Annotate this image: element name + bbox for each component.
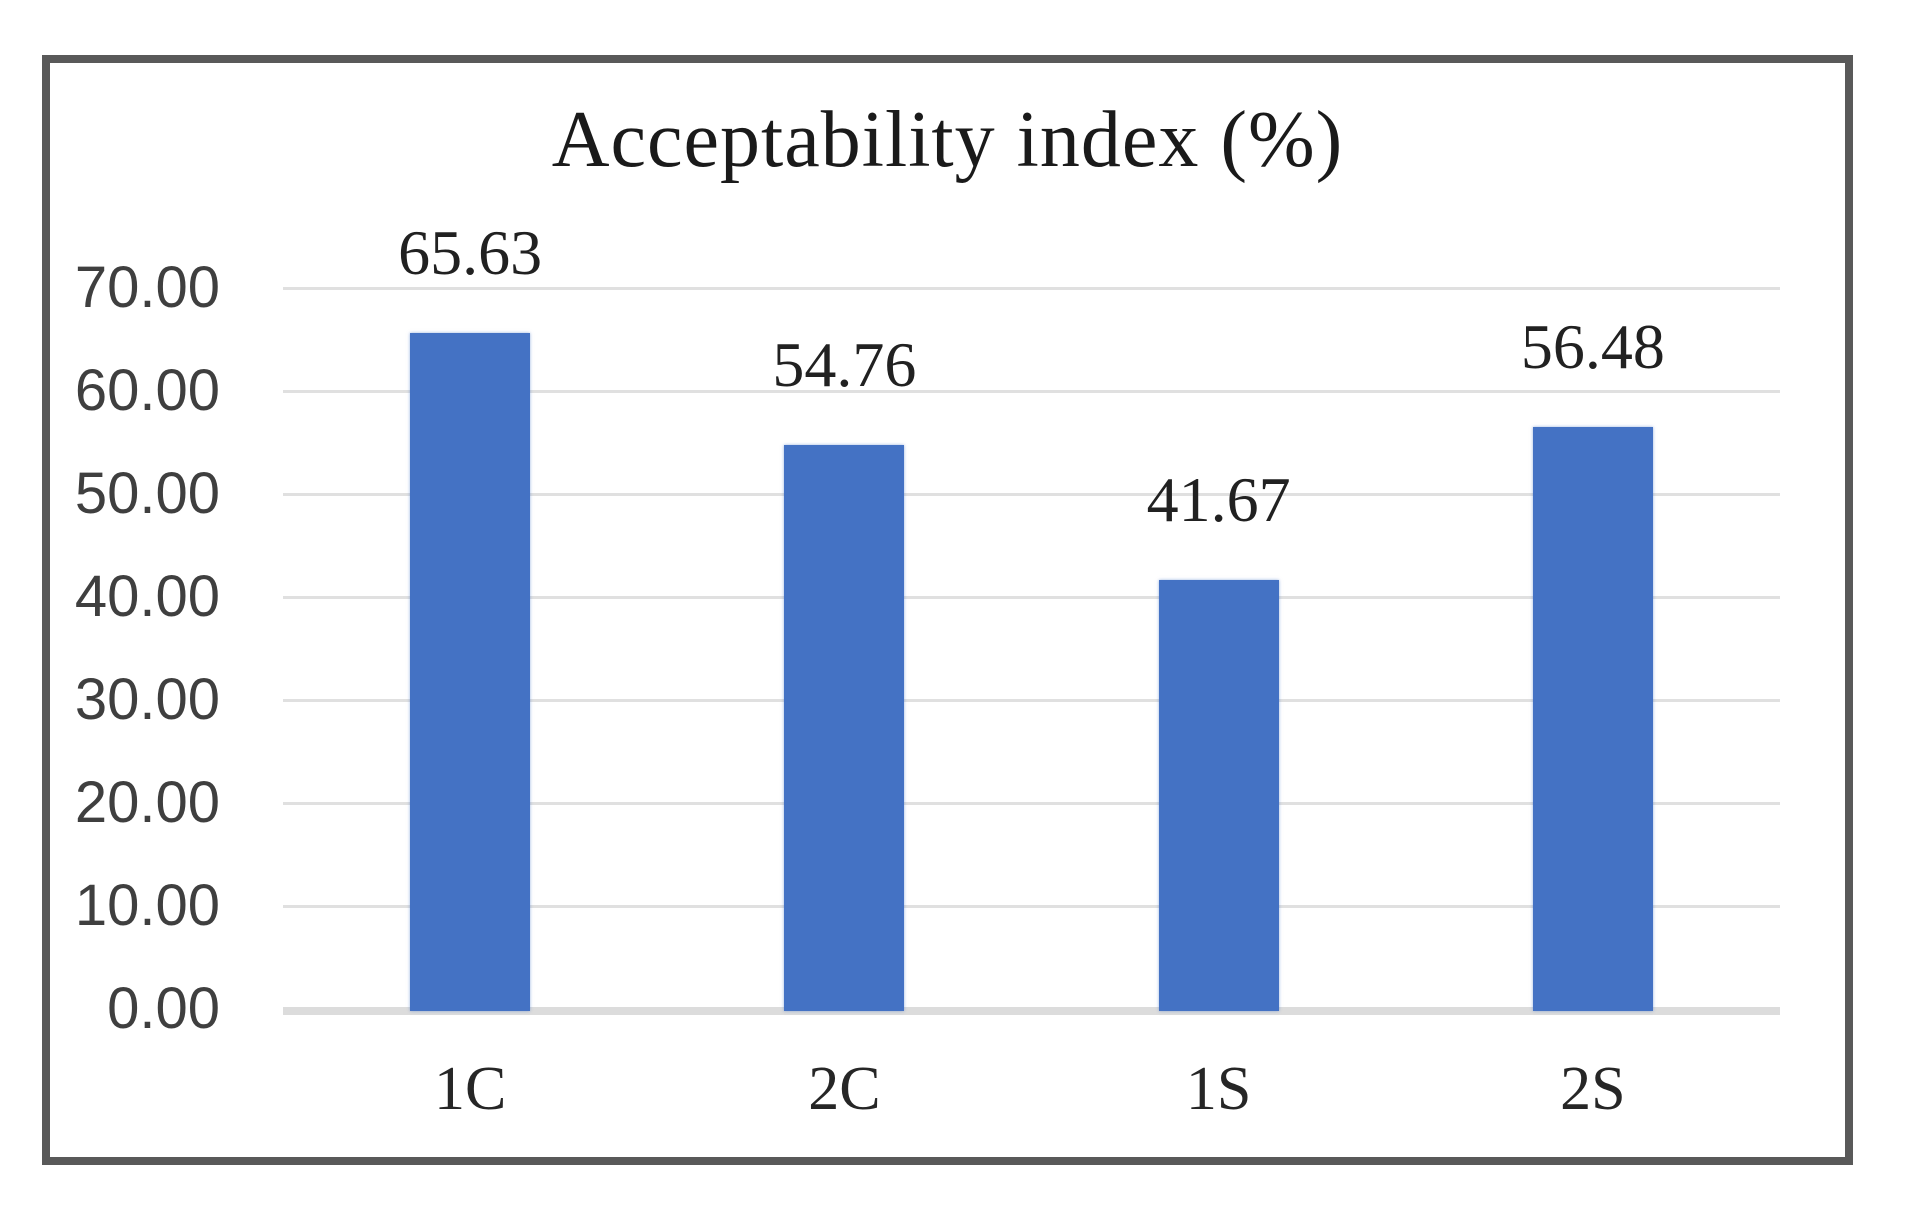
bar-value-label: 54.76 xyxy=(772,328,917,400)
x-axis-category-label: 1S xyxy=(1185,1055,1252,1123)
y-axis-tick-label: 20.00 xyxy=(74,770,220,835)
y-axis-tick-label: 50.00 xyxy=(74,461,220,526)
bar-2S xyxy=(1532,427,1653,1011)
y-gridline xyxy=(283,596,1780,599)
x-axis-line xyxy=(283,1007,1780,1015)
bar-1S xyxy=(1158,579,1279,1011)
y-gridline xyxy=(283,287,1780,290)
bar-value-label: 65.63 xyxy=(398,217,543,288)
y-axis-tick-label: 40.00 xyxy=(74,564,220,629)
chart-title: Acceptability index (%) xyxy=(551,96,1344,184)
y-axis-tick-label: 10.00 xyxy=(74,873,220,938)
y-gridline xyxy=(283,390,1780,393)
y-gridline xyxy=(283,493,1780,496)
y-gridline xyxy=(283,905,1780,908)
x-axis-category-label: 2S xyxy=(1560,1055,1626,1123)
y-gridline xyxy=(283,802,1780,805)
bar-value-label: 41.67 xyxy=(1146,463,1291,535)
x-axis-category-label: 1C xyxy=(433,1055,507,1123)
y-axis-tick-label: 30.00 xyxy=(74,667,220,732)
x-axis-category-label: 2C xyxy=(808,1055,881,1123)
y-axis-tick-label: 70.00 xyxy=(74,255,220,320)
y-gridline xyxy=(283,699,1780,702)
bar-value-label: 56.48 xyxy=(1520,311,1665,383)
y-axis-tick-label: 60.00 xyxy=(74,358,220,423)
y-axis-tick-label: 0.00 xyxy=(107,976,220,1041)
bar-1C xyxy=(410,333,531,1011)
bar-2C xyxy=(784,444,905,1011)
